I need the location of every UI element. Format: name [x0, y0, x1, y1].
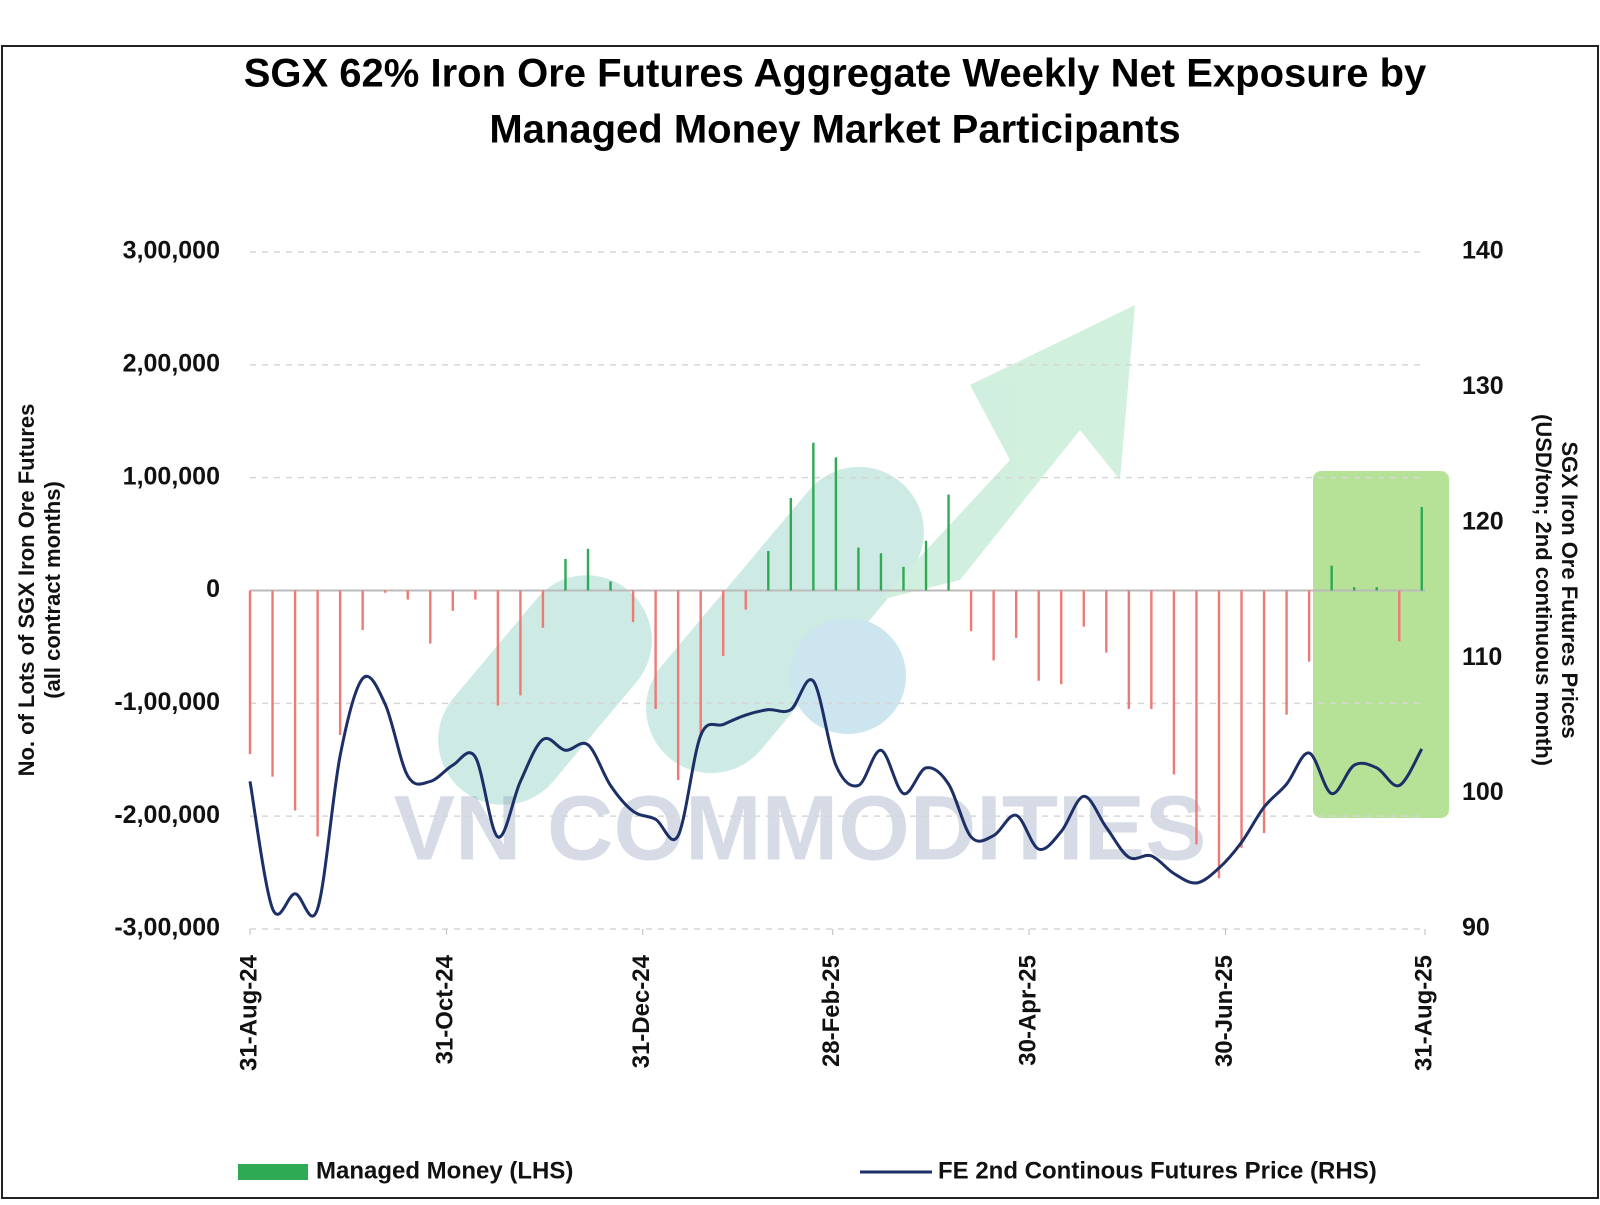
bar: [1150, 590, 1153, 709]
bar: [1420, 507, 1423, 591]
bar: [361, 590, 364, 630]
legend-swatch: [238, 1164, 308, 1180]
bar: [519, 590, 522, 696]
y2-axis-title: (USD/ton; 2nd continuous month): [1531, 414, 1556, 766]
y-tick-label: 1,00,000: [123, 462, 220, 490]
bar: [1330, 565, 1333, 591]
bar: [1195, 590, 1198, 845]
bar: [879, 553, 883, 591]
y2-tick-label: 110: [1462, 643, 1502, 671]
bar: [564, 558, 567, 591]
legend-label: Managed Money (LHS): [316, 1157, 573, 1184]
bar: [1285, 590, 1288, 715]
y-tick-label: -1,00,000: [114, 688, 220, 716]
x-tick-label: 31-Dec-24: [628, 954, 655, 1068]
chart-title: SGX 62% Iron Ore Futures Aggregate Weekl…: [244, 52, 1427, 96]
bar: [406, 590, 409, 600]
bar: [699, 590, 702, 738]
x-tick-label: 30-Apr-25: [1014, 955, 1041, 1066]
bar: [316, 590, 319, 837]
x-tick-label: 31-Aug-25: [1410, 955, 1437, 1071]
y-axis-title: No. of Lots of SGX Iron Ore Futures: [14, 404, 39, 777]
bar: [1398, 590, 1401, 642]
bar: [1262, 590, 1266, 834]
bar: [1037, 590, 1040, 681]
decor-arrow: [880, 305, 1135, 600]
y2-tick-label: 140: [1462, 237, 1504, 265]
bar: [1172, 590, 1176, 775]
y-tick-label: -2,00,000: [114, 801, 220, 829]
bar: [271, 590, 274, 777]
bar: [429, 590, 432, 644]
bar: [789, 497, 793, 591]
y-tick-label: -3,00,000: [114, 914, 220, 942]
bar: [857, 547, 860, 591]
bar: [1082, 590, 1085, 627]
bar: [1217, 590, 1221, 879]
y2-tick-label: 120: [1462, 507, 1504, 535]
legend-label: FE 2nd Continous Futures Price (RHS): [938, 1157, 1377, 1184]
bar: [654, 590, 657, 709]
decor-shape: [790, 618, 906, 734]
bar: [834, 457, 838, 591]
y2-tick-label: 90: [1462, 914, 1490, 942]
bar: [992, 590, 995, 661]
bar: [586, 548, 590, 591]
watermark: VN COMMODITIES: [394, 777, 1207, 879]
decor-shape: [646, 466, 924, 774]
y-tick-label: 0: [206, 575, 220, 603]
bar: [474, 590, 477, 600]
bar: [451, 590, 455, 611]
bar: [541, 590, 545, 628]
bar: [1105, 590, 1108, 653]
bar: [631, 590, 635, 623]
y-tick-label: 2,00,000: [123, 349, 220, 377]
bar: [248, 590, 252, 755]
bar: [812, 442, 815, 591]
bar: [1060, 590, 1063, 685]
y2-tick-label: 100: [1462, 778, 1504, 806]
bar: [293, 590, 297, 811]
bar: [384, 590, 387, 593]
y2-axis-title: SGX Iron Ore Futures Prices: [1557, 441, 1582, 738]
bar: [1127, 590, 1131, 709]
x-tick-label: 31-Oct-24: [432, 954, 459, 1064]
decoration: [438, 305, 1135, 805]
bar: [1014, 590, 1018, 638]
bar: [1352, 587, 1356, 591]
frame: [1, 45, 1599, 1199]
decor-shape: [438, 575, 652, 805]
bar: [969, 590, 973, 632]
y-axis-title: (all contract months): [40, 481, 65, 699]
x-tick-label: 28-Feb-25: [818, 955, 845, 1067]
bar: [902, 566, 905, 591]
highlight-region: [1313, 471, 1449, 818]
chart-title: Managed Money Market Participants: [489, 108, 1180, 152]
bar: [767, 551, 770, 591]
price-line: [248, 674, 1424, 918]
x-tick-label: 31-Aug-24: [235, 954, 262, 1071]
bar: [496, 590, 500, 706]
bar: [947, 494, 950, 591]
bar: [1375, 587, 1378, 591]
y2-tick-label: 130: [1462, 372, 1504, 400]
bar: [338, 590, 342, 735]
y-tick-label: 3,00,000: [123, 237, 220, 265]
bar: [744, 590, 747, 610]
bar: [1240, 590, 1243, 848]
bar: [924, 540, 928, 591]
bar: [676, 590, 680, 781]
bar: [609, 581, 612, 591]
x-tick-label: 30-Jun-25: [1211, 955, 1238, 1067]
bar: [722, 590, 725, 656]
bar: [1307, 590, 1311, 662]
